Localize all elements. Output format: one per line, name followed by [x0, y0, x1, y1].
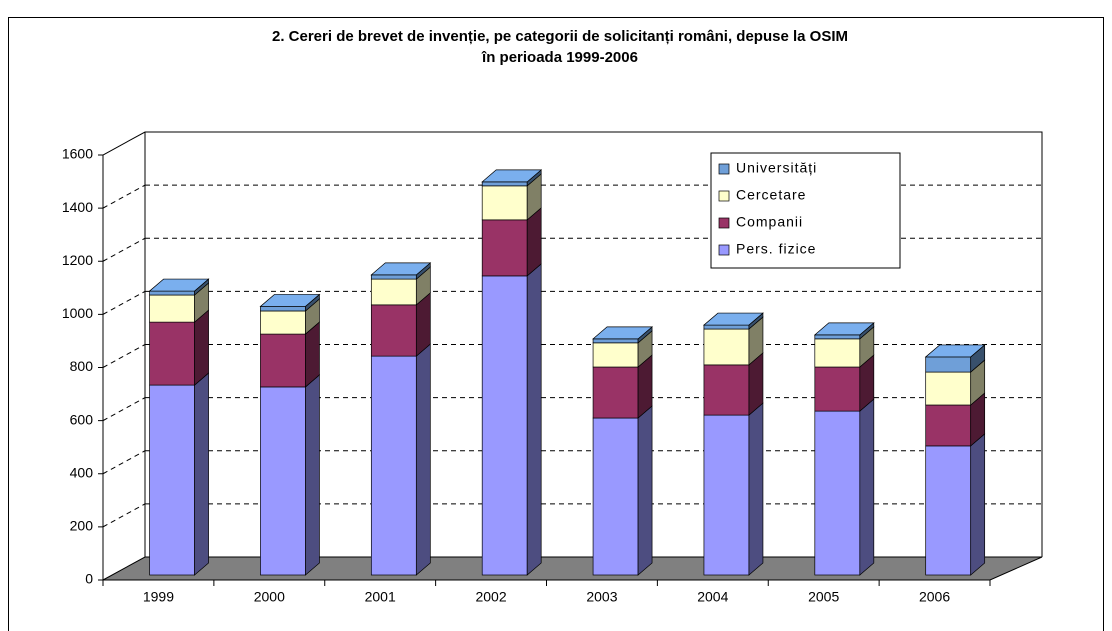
- y-tick-label: 800: [70, 358, 94, 374]
- legend-label: Universități: [736, 160, 817, 176]
- bar-top: [592, 326, 654, 340]
- bar-side: [859, 398, 875, 576]
- x-tick-label: 2000: [254, 589, 285, 605]
- bar-segment: [814, 338, 861, 368]
- bar-side: [970, 433, 986, 576]
- bar-segment: [592, 338, 639, 344]
- grid-line: [102, 344, 146, 368]
- x-tick-label: 1999: [143, 589, 174, 605]
- y-tick-label: 1600: [62, 146, 93, 162]
- bar-side: [748, 402, 764, 576]
- bar-segment: [260, 333, 306, 388]
- bar-segment: [370, 278, 417, 306]
- bar-side: [637, 405, 653, 576]
- bar-segment: [149, 321, 195, 386]
- legend-swatch: [718, 244, 730, 256]
- bar-top: [481, 169, 543, 183]
- legend-swatch: [718, 163, 730, 175]
- bar-segment: [592, 417, 639, 576]
- grid-line: [102, 237, 146, 262]
- bar-side: [194, 372, 209, 576]
- bar-segment: [925, 371, 972, 406]
- bar-side: [194, 309, 209, 386]
- bar-side: [305, 374, 320, 576]
- grid-line: [102, 184, 146, 209]
- x-tick-label: 2005: [808, 589, 839, 605]
- bar-segment: [149, 290, 195, 296]
- bar-side: [526, 263, 542, 576]
- grid-line: [102, 503, 146, 528]
- bar-segment: [814, 366, 861, 412]
- bar-segment: [149, 384, 195, 576]
- legend-swatch: [718, 190, 730, 202]
- bar-segment: [481, 181, 528, 187]
- bar-segment: [703, 364, 750, 416]
- x-tick-label: 2003: [586, 589, 617, 605]
- legend-swatch: [718, 217, 730, 229]
- bar-top: [924, 344, 986, 358]
- bar-segment: [481, 185, 528, 221]
- grid-line: [102, 290, 146, 315]
- bar-top: [702, 312, 764, 326]
- x-tick-label: 2004: [697, 589, 728, 605]
- bar-segment: [814, 410, 861, 576]
- grid-line: [102, 397, 146, 422]
- bar-segment: [592, 342, 639, 368]
- bar-segment: [149, 294, 195, 323]
- y-tick-label: 200: [70, 518, 94, 534]
- bar-segment: [703, 414, 750, 576]
- bar-segment: [260, 386, 306, 576]
- y-tick-label: 1000: [62, 305, 93, 321]
- chart-title: 2. Cereri de brevet de invenție, pe cate…: [272, 28, 848, 45]
- y-tick-label: 600: [70, 411, 94, 427]
- bar-top: [148, 278, 210, 292]
- y-tick-label: 1400: [62, 199, 93, 215]
- bar-segment: [481, 275, 528, 576]
- y-tick-label: 1200: [62, 252, 93, 268]
- x-tick-label: 2002: [475, 589, 506, 605]
- bar-segment: [370, 355, 417, 576]
- floor: [102, 556, 1043, 581]
- x-tick-label: 2006: [919, 589, 950, 605]
- bar-segment: [703, 324, 750, 330]
- bar-side: [415, 343, 431, 576]
- bar-segment: [703, 328, 750, 366]
- bar-segment: [814, 334, 861, 340]
- y-tick-label: 400: [70, 464, 94, 480]
- legend-box: [710, 152, 901, 269]
- chart-title: în perioada 1999-2006: [481, 49, 638, 66]
- legend-label: Pers. fizice: [736, 241, 816, 257]
- bar-segment: [370, 304, 417, 357]
- bar-segment: [925, 404, 972, 447]
- grid-line: [102, 450, 146, 475]
- bar-segment: [925, 445, 972, 576]
- bar-segment: [260, 310, 306, 335]
- bar-segment: [592, 366, 639, 419]
- bar-segment: [481, 219, 528, 277]
- bar-segment: [370, 274, 417, 280]
- x-tick-label: 2001: [365, 589, 396, 605]
- y-tick-label: 0: [85, 571, 93, 587]
- legend-label: Cercetare: [736, 187, 806, 203]
- bar-top: [259, 294, 321, 307]
- bar-segment: [925, 356, 972, 373]
- chart-border: [8, 17, 1104, 631]
- bar-top: [370, 262, 432, 276]
- legend-label: Companii: [736, 214, 803, 230]
- bar-segment: [260, 306, 306, 312]
- bar-top: [813, 322, 875, 336]
- wall: [102, 131, 1043, 580]
